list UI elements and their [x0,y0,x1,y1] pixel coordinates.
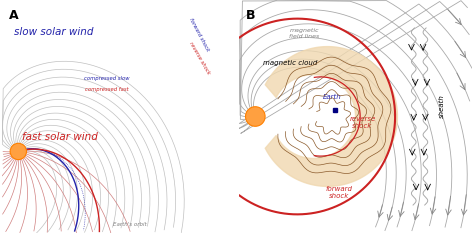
Text: forward
shock: forward shock [326,186,353,199]
Text: magnetic cloud: magnetic cloud [263,60,318,66]
Text: fast solar wind: fast solar wind [22,132,98,142]
Text: reverse shock: reverse shock [188,41,211,75]
Text: reverse
shock: reverse shock [349,116,375,129]
Text: slow solar wind: slow solar wind [14,27,93,37]
Text: forward shock: forward shock [188,17,210,52]
Text: A: A [9,9,18,22]
Text: B: B [246,9,255,22]
Polygon shape [265,47,397,186]
Text: Earth: Earth [323,94,342,100]
Circle shape [246,107,265,126]
Text: magnetic
field lines: magnetic field lines [289,28,319,39]
Text: compressed slow: compressed slow [84,76,129,81]
Text: Earth's orbit: Earth's orbit [113,222,147,227]
Text: sheath: sheath [439,94,445,117]
Text: compressed fast: compressed fast [85,87,128,92]
Circle shape [10,143,27,160]
